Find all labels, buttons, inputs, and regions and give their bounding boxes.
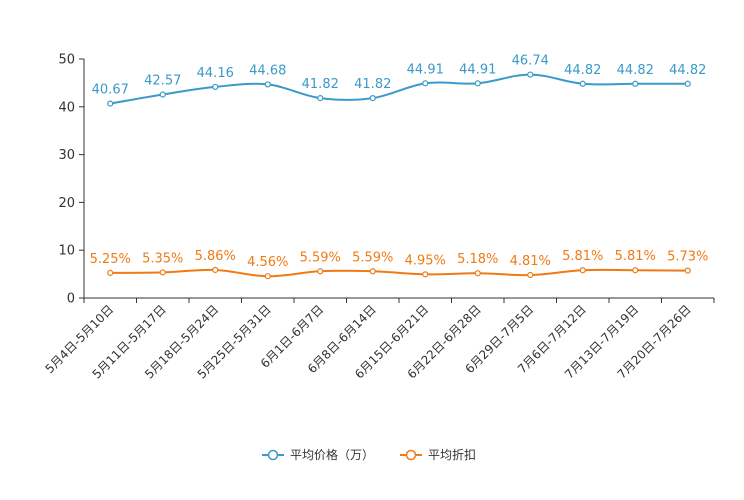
legend-label: 平均价格（万） <box>290 447 374 462</box>
data-label: 5.86% <box>195 249 236 264</box>
data-label: 5.35% <box>142 251 183 266</box>
data-label: 4.81% <box>510 254 551 269</box>
data-point[interactable] <box>684 80 691 87</box>
data-label: 5.59% <box>300 250 341 265</box>
series-2: 5.25% 5.35% 5.86% 4.56% 5.59% 5.59% 4.95% 5.18%… <box>90 249 708 280</box>
data-point[interactable] <box>212 83 219 91</box>
data-label: 44.91 <box>407 62 444 77</box>
data-label: 5.73% <box>667 250 708 265</box>
data-point[interactable] <box>474 270 481 277</box>
data-label: 5.81% <box>615 249 656 264</box>
data-label: 41.82 <box>354 77 391 92</box>
data-label: 44.82 <box>669 63 706 78</box>
data-point[interactable] <box>684 267 691 274</box>
data-label: 44.16 <box>197 66 234 81</box>
series-line <box>110 73 688 105</box>
y-axis-ticks: 0 10 20 30 40 50 <box>58 53 84 307</box>
data-label: 40.67 <box>92 83 129 98</box>
data-point[interactable] <box>264 81 271 88</box>
y-tick-label: 20 <box>58 196 75 211</box>
data-point[interactable] <box>632 80 639 87</box>
data-label: 4.95% <box>405 253 446 268</box>
data-point[interactable] <box>527 271 534 279</box>
x-axis-ticks: 5月4日-5月10日5月11日-5月17日5月18日-5月24日5月25日-5月… <box>42 298 715 382</box>
data-point[interactable] <box>369 95 376 102</box>
data-label: 5.59% <box>352 250 393 265</box>
legend-marker-icon <box>267 449 279 461</box>
y-tick-label: 10 <box>58 244 75 259</box>
data-label: 4.56% <box>247 255 288 270</box>
data-label: 44.68 <box>249 63 286 78</box>
data-point[interactable] <box>159 91 166 98</box>
legend[interactable]: 平均价格（万） 平均折扣 <box>262 447 476 462</box>
data-label: 5.18% <box>457 252 498 267</box>
data-label: 5.25% <box>90 252 131 267</box>
data-point[interactable] <box>527 71 534 78</box>
data-point[interactable] <box>632 267 639 274</box>
data-point[interactable] <box>107 269 114 277</box>
data-point[interactable] <box>579 80 586 87</box>
legend-item-2[interactable]: 平均折扣 <box>400 447 476 462</box>
legend-item-1[interactable]: 平均价格（万） <box>262 447 374 462</box>
data-label: 44.91 <box>459 62 496 77</box>
data-point[interactable] <box>317 95 324 102</box>
y-tick-label: 40 <box>58 100 75 115</box>
data-point[interactable] <box>474 80 481 87</box>
y-tick-label: 30 <box>58 148 75 163</box>
data-label: 44.82 <box>564 63 601 78</box>
data-point[interactable] <box>422 271 429 278</box>
y-tick-label: 50 <box>58 53 75 68</box>
legend-marker-icon <box>405 449 417 461</box>
data-label: 5.81% <box>562 249 603 264</box>
series-group: 40.67 42.57 44.16 44.68 41.82 41.82 44.91 44.91… <box>90 54 708 280</box>
data-label: 44.82 <box>617 63 654 78</box>
data-label: 46.74 <box>512 54 549 69</box>
data-point[interactable] <box>107 100 114 107</box>
data-point[interactable] <box>159 269 166 276</box>
legend-label: 平均折扣 <box>428 447 476 462</box>
data-point[interactable] <box>422 80 429 87</box>
data-label: 42.57 <box>144 74 181 89</box>
data-point[interactable] <box>264 273 271 280</box>
series-1: 40.67 42.57 44.16 44.68 41.82 41.82 44.91 44.91… <box>92 54 706 107</box>
data-point[interactable] <box>369 268 376 275</box>
y-tick-label: 0 <box>67 292 75 307</box>
series-line <box>110 268 688 278</box>
data-point[interactable] <box>579 267 586 274</box>
data-label: 41.82 <box>302 77 339 92</box>
data-point[interactable] <box>317 268 324 275</box>
data-point[interactable] <box>212 266 219 274</box>
